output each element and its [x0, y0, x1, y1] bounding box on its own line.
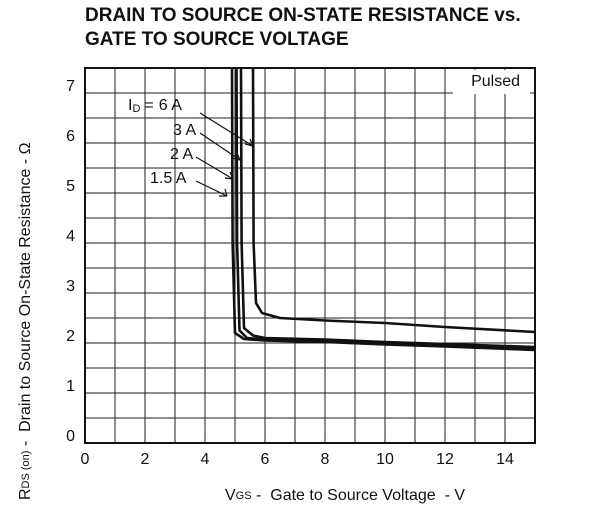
x-tick-label: 14: [496, 451, 514, 468]
plot-frame: [84, 67, 536, 444]
y-tick-label: 7: [66, 78, 75, 95]
current-subscript: D: [132, 103, 140, 115]
leader: [199, 112, 254, 147]
legend-entry: 3 A: [173, 122, 196, 139]
y-tick-label: 5: [66, 178, 75, 195]
x-tick-label: 6: [261, 451, 270, 468]
x-tick-label: 0: [81, 451, 90, 468]
leader: [195, 180, 228, 197]
y-tick-label: 0: [66, 428, 75, 445]
x-tick-label: 4: [201, 451, 210, 468]
x-axis-symbol: V: [225, 487, 236, 504]
y-tick-label: 3: [66, 278, 75, 295]
y-axis-label: RDS (on) - Drain to Source On-State Resi…: [17, 142, 34, 500]
series-line: [235, 67, 536, 350]
series-line: [239, 67, 536, 349]
legend-entry: 6 A: [159, 97, 182, 114]
x-tick-label: 2: [141, 451, 150, 468]
y-axis-text: - Drain to Source On-State Resistance - …: [17, 142, 34, 450]
x-axis-label: VGS - Gate to Source Voltage - V: [225, 487, 465, 504]
current-operator: =: [144, 97, 153, 114]
y-tick-label: 2: [66, 328, 75, 345]
chart-title: DRAIN TO SOURCE ON-STATE RESISTANCE vs.: [85, 5, 521, 26]
series-line: [230, 67, 536, 352]
leader: [195, 156, 234, 180]
x-tick-label: 8: [321, 451, 330, 468]
x-tick-label: 10: [376, 451, 394, 468]
y-tick-label: 6: [66, 128, 75, 145]
current-symbol: I: [128, 97, 132, 114]
series-line: [251, 67, 536, 334]
legend-entry: 2 A: [170, 146, 193, 163]
y-axis-symbol: R: [17, 488, 34, 500]
chart-title: GATE TO SOURCE VOLTAGE: [85, 29, 349, 50]
y-axis-subscript: DS (on): [20, 451, 32, 489]
x-axis-text: - Gate to Source Voltage - V: [252, 487, 466, 504]
y-tick-label: 1: [66, 378, 75, 395]
y-tick-label: 4: [66, 228, 75, 245]
legend-label: ID = 6 A: [128, 97, 182, 115]
leader: [199, 132, 241, 161]
annotation: Pulsed: [471, 73, 520, 90]
x-axis-subscript: GS: [236, 490, 252, 502]
x-tick-label: 12: [436, 451, 454, 468]
legend-entry: 1.5 A: [150, 170, 187, 187]
annotation-box: [453, 70, 530, 94]
